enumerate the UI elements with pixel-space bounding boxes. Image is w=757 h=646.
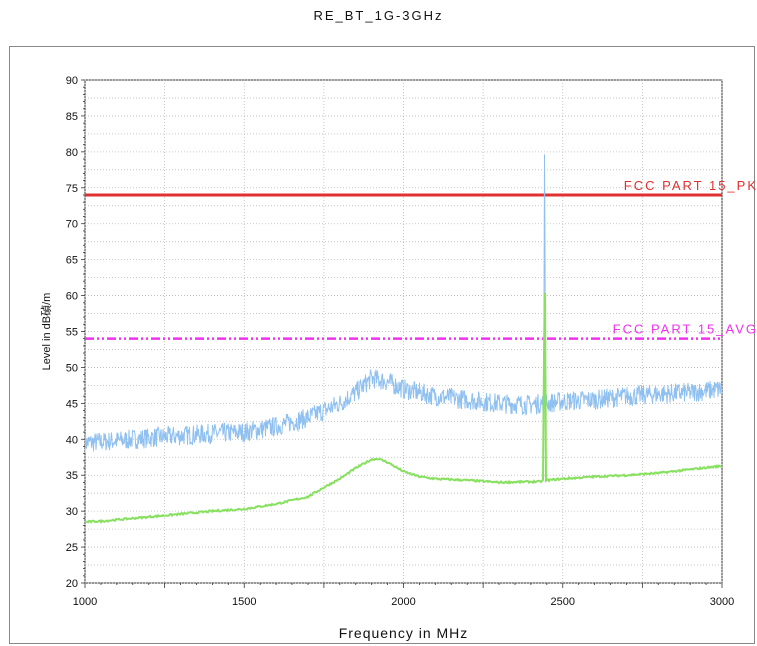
series-line bbox=[85, 154, 722, 453]
y-tick-label: 90 bbox=[66, 75, 78, 87]
x-tick-label: 3000 bbox=[710, 596, 734, 608]
y-tick-label: 45 bbox=[66, 398, 78, 410]
y-tick-label: 75 bbox=[66, 183, 78, 195]
y-tick-label: 20 bbox=[66, 578, 78, 590]
chart-frame bbox=[9, 46, 755, 644]
y-tick-label: 55 bbox=[66, 327, 78, 339]
y-tick-label: 40 bbox=[66, 434, 78, 446]
x-tick-label: 2500 bbox=[551, 596, 575, 608]
y-tick-label: 50 bbox=[66, 362, 78, 374]
y-tick-label: 80 bbox=[66, 147, 78, 159]
x-tick-label: 2000 bbox=[391, 596, 415, 608]
chart-title: RE_BT_1G-3GHz bbox=[313, 8, 444, 23]
y-axis-label: Level in dB碵/m bbox=[40, 293, 53, 371]
x-axis-label: Frequency in MHz bbox=[339, 625, 469, 641]
y-tick-label: 25 bbox=[66, 542, 78, 554]
y-tick-label: 70 bbox=[66, 219, 78, 231]
y-tick-label: 35 bbox=[66, 470, 78, 482]
y-tick-label: 65 bbox=[66, 255, 78, 267]
x-tick-label: 1000 bbox=[73, 596, 97, 608]
y-tick-label: 85 bbox=[66, 111, 78, 123]
limit-line-label: FCC PART 15_AVG bbox=[613, 322, 757, 337]
y-tick-label: 60 bbox=[66, 291, 78, 303]
x-tick-label: 1500 bbox=[232, 596, 256, 608]
series-line bbox=[85, 292, 722, 524]
limit-line-label: FCC PART 15_PK bbox=[624, 178, 757, 193]
y-tick-label: 30 bbox=[66, 506, 78, 518]
